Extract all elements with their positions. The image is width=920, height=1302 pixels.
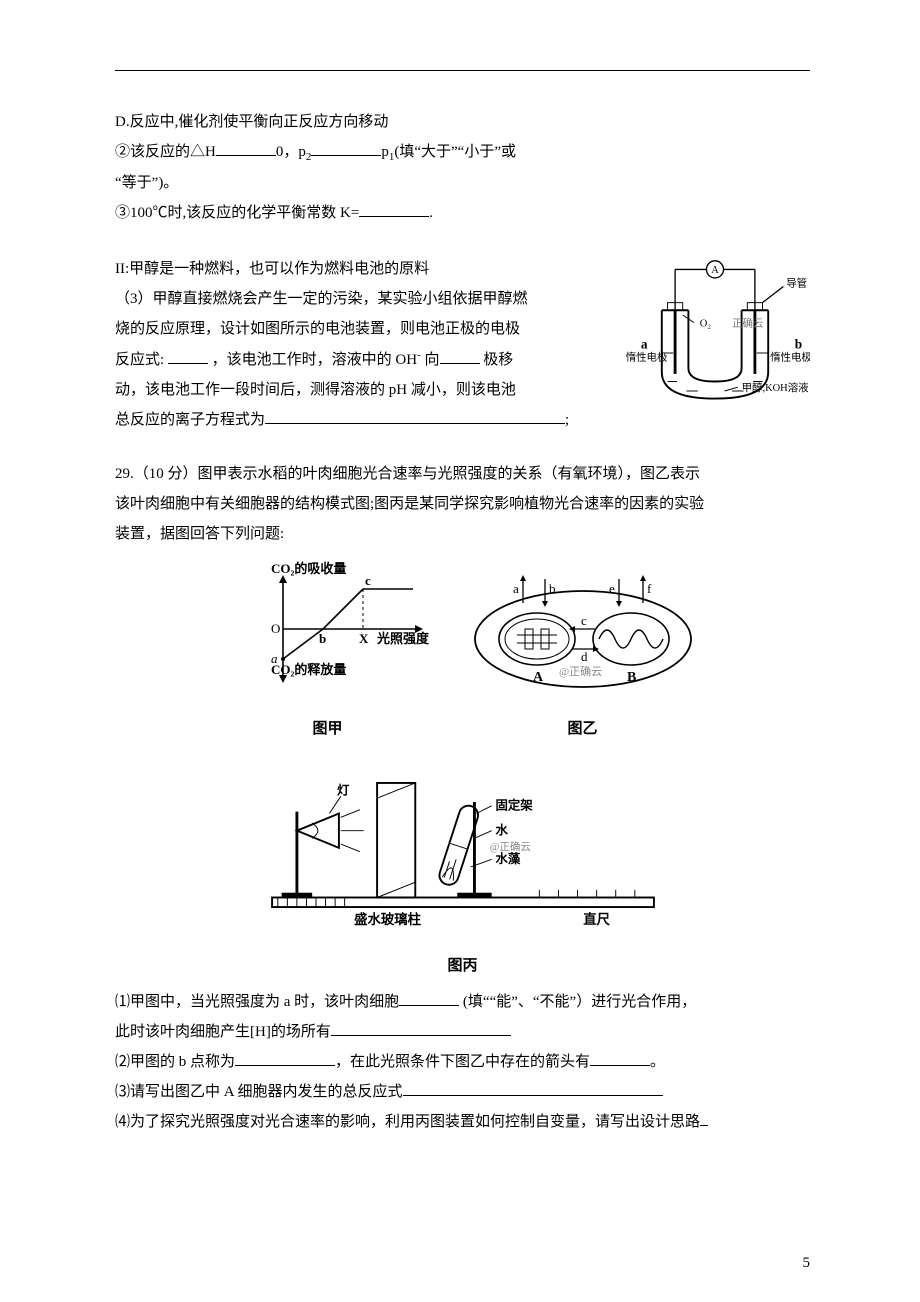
fig-a: CO₂的吸收量 CO₂的释放量 O a b X c: [223, 559, 433, 699]
solution-label: 甲醇,KOH溶液: [742, 381, 810, 394]
blank: [700, 1110, 708, 1126]
b-label: b: [795, 336, 802, 351]
fa-X: X: [359, 631, 369, 646]
txt: (填““能”、“不能”）进行光合作用，: [463, 994, 696, 1010]
q28-3-b: .: [429, 205, 433, 221]
q28-2-b: (填“大于”“小于”或: [394, 144, 516, 160]
q29-head-a: 29.（10 分）图甲表示水稻的叶肉细胞光合速率与光照强度的关系（有氧环境），图…: [115, 459, 810, 489]
fb-B: B: [627, 670, 636, 685]
sup: -: [417, 349, 421, 361]
q29-head-b: 该叶肉细胞中有关细胞器的结构模式图;图丙是某同学探究影响植物光合速率的因素的实验: [115, 489, 810, 519]
txt: ，该电池工作时，溶液中的 OH: [212, 352, 417, 368]
fb-d: d: [581, 649, 588, 664]
fb-a: a: [513, 581, 519, 596]
q28-2c: “等于”)。: [115, 168, 810, 198]
txt: ⑵甲图的 b 点称为: [115, 1054, 235, 1070]
fa-b: b: [319, 631, 326, 646]
q28-3: ③100℃时,该反应的化学平衡常数 K=.: [115, 198, 810, 228]
blank: [359, 201, 429, 217]
q29-3: ⑶请写出图乙中 A 细胞器内发生的总反应式: [115, 1077, 810, 1107]
fa-ytop: CO₂的吸收量: [271, 561, 346, 576]
txt: 此时该叶肉细胞产生[H]的场所有: [115, 1024, 331, 1040]
lead-label: 导管: [786, 277, 807, 290]
fig-b-cap: 图乙: [463, 714, 703, 744]
blank: [235, 1050, 335, 1066]
inert-left: 惰性电极: [626, 351, 668, 364]
fa-xlabel: 光照强度: [376, 631, 430, 646]
fig-b: A B a b e f c d @正确云: [463, 559, 703, 699]
fa-O: O: [271, 621, 280, 636]
q28-d: D.反应中,催化剂使平衡向正反应方向移动: [115, 107, 810, 137]
a-label: a: [641, 336, 648, 351]
txt: ⑷为了探究光照强度对光合速率的影响，利用丙图装置如何控制自变量，请写出设计思路: [115, 1114, 700, 1130]
q29-head-c: 装置，据图回答下列问题:: [115, 519, 810, 549]
fc-wm: @正确云: [489, 840, 530, 853]
blank: [216, 140, 276, 156]
q28-2-mid2: p: [381, 144, 389, 160]
txt: 向: [425, 352, 440, 368]
fc-lamp: 灯: [337, 782, 350, 797]
txt: 极移: [483, 352, 513, 368]
fig-b-wrap: A B a b e f c d @正确云 图乙: [463, 559, 703, 744]
fc-algae: 水藻: [495, 851, 520, 866]
fb-wm: @正确云: [559, 665, 602, 678]
fb-A: A: [533, 670, 544, 685]
fig-a-cap: 图甲: [223, 714, 433, 744]
wm: 正确云: [732, 316, 763, 329]
txt: ;: [565, 412, 569, 428]
txt: ⑶请写出图乙中 A 细胞器内发生的总反应式: [115, 1084, 403, 1100]
o2-label: O₂: [700, 318, 712, 329]
q28-2-a: ②该反应的△H: [115, 144, 216, 160]
blank: [403, 1080, 663, 1096]
fb-c: c: [581, 613, 587, 628]
fig-c-cap: 图丙: [115, 951, 810, 981]
fig-c: 灯 固定架 水 @正确云 水藻 盛水玻璃柱 直尺: [253, 754, 673, 936]
fc-fix: 固定架: [495, 798, 533, 813]
blank: [440, 348, 480, 364]
spacer: [115, 435, 810, 459]
fc-ruler: 直尺: [583, 911, 610, 927]
page-number: 5: [803, 1248, 811, 1278]
fa-c: c: [365, 573, 371, 588]
q29-1b: 此时该叶肉细胞产生[H]的场所有: [115, 1017, 810, 1047]
q28-2: ②该反应的△H0，p2p1(填“大于”“小于”或: [115, 137, 810, 168]
fc-col: 盛水玻璃柱: [354, 911, 421, 927]
fb-f: f: [647, 581, 652, 596]
blank: [168, 348, 208, 364]
spacer: [115, 228, 810, 254]
fig-c-wrap: 灯 固定架 水 @正确云 水藻 盛水玻璃柱 直尺: [115, 754, 810, 981]
q28-3-a: ③100℃时,该反应的化学平衡常数 K=: [115, 205, 359, 221]
q29-4: ⑷为了探究光照强度对光合速率的影响，利用丙图装置如何控制自变量，请写出设计思路: [115, 1107, 810, 1137]
apparatus-figure: A 导管 O₂ 正确云 a b 惰性电极 惰性电极 甲醇,KOH溶液: [620, 258, 810, 421]
blank: [265, 408, 565, 424]
q29-2: ⑵甲图的 b 点称为 ，在此光照条件下图乙中存在的箭头有 。: [115, 1047, 810, 1077]
top-rule: [115, 70, 810, 71]
fig-a-wrap: CO₂的吸收量 CO₂的释放量 O a b X c: [223, 559, 433, 744]
fb-b: b: [549, 581, 556, 596]
fa-a: a: [271, 651, 278, 666]
blank: [399, 990, 459, 1006]
q29-1: ⑴甲图中，当光照强度为 a 时，该叶肉细胞 (填““能”、“不能”）进行光合作用…: [115, 987, 810, 1017]
fig-row-1: CO₂的吸收量 CO₂的释放量 O a b X c: [115, 559, 810, 744]
txt: 反应式:: [115, 352, 164, 368]
fc-water: 水: [495, 823, 508, 838]
txt: 总反应的离子方程式为: [115, 412, 265, 428]
txt: 。: [650, 1054, 665, 1070]
fb-e: e: [609, 581, 615, 596]
txt: ，在此光照条件下图乙中存在的箭头有: [335, 1054, 590, 1070]
meter-label: A: [711, 265, 719, 276]
blank: [590, 1050, 650, 1066]
blank: [331, 1020, 511, 1036]
txt: ⑴甲图中，当光照强度为 a 时，该叶肉细胞: [115, 994, 399, 1010]
q28-2-mid: 0，p: [276, 144, 306, 160]
inert-right: 惰性电极: [770, 351, 810, 364]
blank: [311, 140, 381, 156]
